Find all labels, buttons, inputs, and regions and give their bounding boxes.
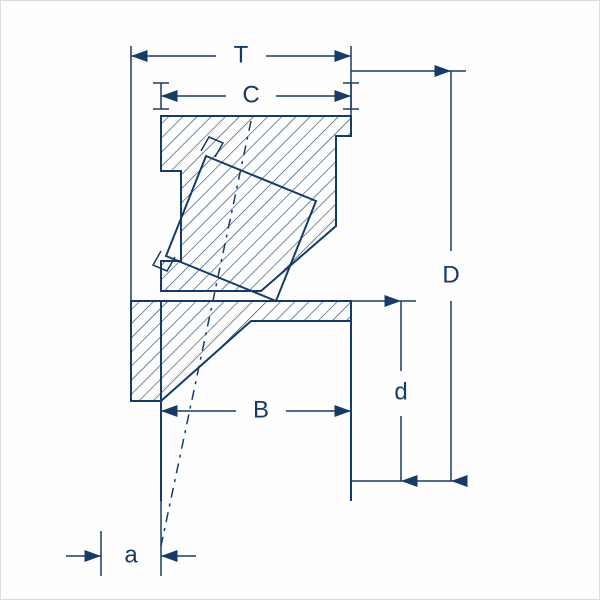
dimension-D: D (351, 71, 466, 481)
bearing-cross-section-diagram: T C B D d a (0, 0, 600, 600)
dimension-C: C (153, 81, 359, 109)
label-B: B (253, 396, 269, 423)
dimension-a: a (66, 501, 196, 576)
label-a: a (124, 541, 138, 568)
dimension-B: B (161, 396, 351, 423)
dimension-d: d (351, 301, 416, 481)
inner-ring-section (131, 301, 351, 401)
diagram-svg: T C B D d a (1, 1, 600, 601)
label-D: D (442, 261, 459, 288)
label-d: d (394, 378, 407, 405)
label-T: T (234, 41, 249, 68)
label-C: C (242, 81, 259, 108)
